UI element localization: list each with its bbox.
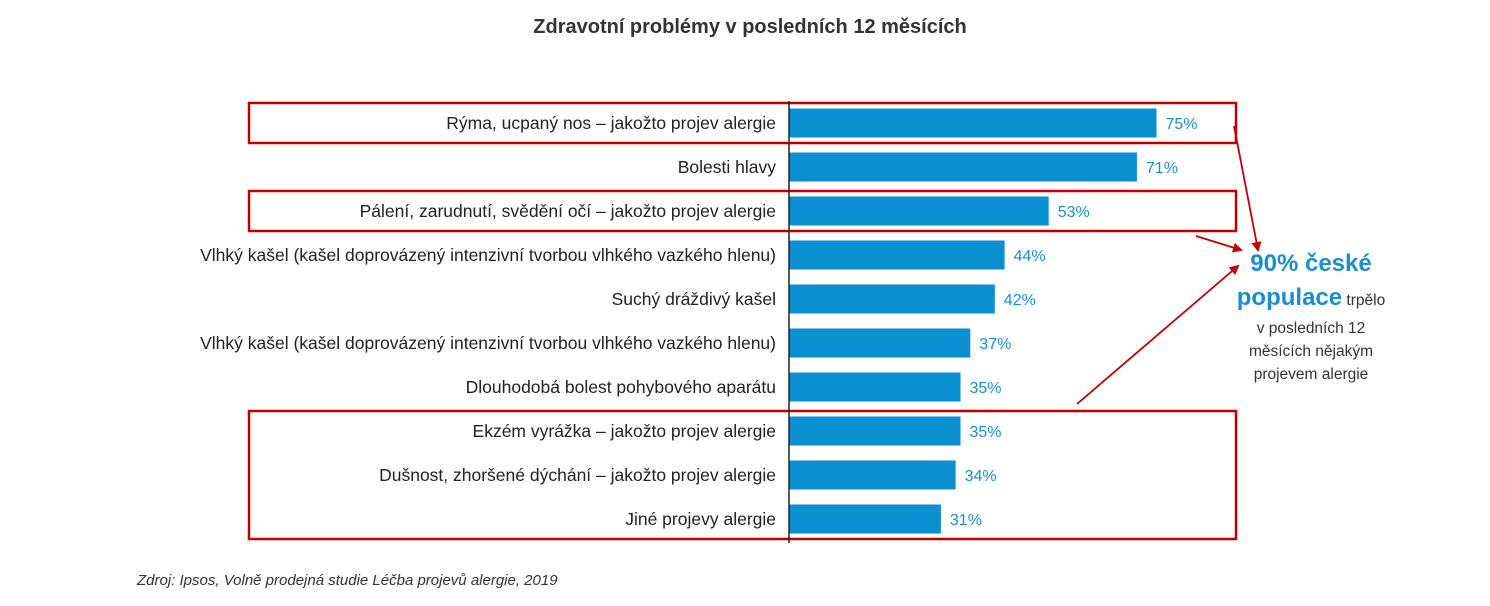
highlight-box-3 <box>247 409 1238 541</box>
value-label-2: 71% <box>1146 160 1178 177</box>
bars-layer <box>789 108 1157 534</box>
category-label-2: Bolesti hlavy <box>678 157 776 177</box>
value-label-7: 35% <box>970 380 1002 397</box>
category-label-8: Ekzém vyrážka – jakožto projev alergie <box>473 421 776 441</box>
category-label-6: Vlhký kašel (kašel doprovázený intenzivn… <box>200 333 776 353</box>
callout-line3: v posledních 12 <box>1257 320 1366 337</box>
category-labels: Rýma, ucpaný nos – jakožto projev alergi… <box>200 113 776 529</box>
value-label-4: 44% <box>1014 248 1046 265</box>
category-label-3: Pálení, zarudnutí, svědění očí – jakožto… <box>360 201 776 221</box>
callout-line2-big: populace <box>1237 284 1342 311</box>
category-label-7: Dlouhodobá bolest pohybového aparátu <box>466 377 776 397</box>
category-label-10: Jiné projevy alergie <box>625 509 776 529</box>
value-labels: 75% 71% 53% 44% 42% 37% 35% 35% 34% 31% <box>950 116 1198 529</box>
bar-7 <box>789 372 961 402</box>
bar-5 <box>789 284 995 314</box>
category-label-9: Dušnost, zhoršené dýchání – jakožto proj… <box>379 465 776 485</box>
callout: 90% české populace trpělo v posledních 1… <box>1237 250 1385 383</box>
value-label-6: 37% <box>979 336 1011 353</box>
chart-title: Zdravotní problémy v posledních 12 měsíc… <box>533 16 966 38</box>
value-label-3: 53% <box>1058 204 1090 221</box>
callout-line2-rest: trpělo <box>1342 292 1385 309</box>
value-label-8: 35% <box>970 424 1002 441</box>
highlight-box-2 <box>247 189 1238 233</box>
category-label-5: Suchý dráždivý kašel <box>612 289 776 309</box>
callout-line2: populace trpělo <box>1237 284 1385 311</box>
category-label-4: Vlhký kašel (kašel doprovázený intenzivn… <box>200 245 776 265</box>
bar-4 <box>789 240 1005 270</box>
callout-line1: 90% české <box>1250 250 1371 277</box>
value-label-1: 75% <box>1166 116 1198 133</box>
bar-2 <box>789 152 1137 182</box>
value-label-10: 31% <box>950 512 982 529</box>
callout-line5: projevem alergie <box>1254 366 1369 383</box>
highlight-layer <box>247 101 1238 541</box>
highlight-box-1 <box>247 101 1238 145</box>
bar-8 <box>789 416 961 446</box>
callout-arrow-3 <box>1076 264 1240 405</box>
bar-3 <box>789 196 1049 226</box>
callout-arrow-1 <box>1233 125 1262 252</box>
category-label-1: Rýma, ucpaný nos – jakožto projev alergi… <box>446 113 776 133</box>
source-note: Zdroj: Ipsos, Volně prodejná studie Léčb… <box>136 572 558 589</box>
callout-arrows <box>1076 125 1262 405</box>
value-label-5: 42% <box>1004 292 1036 309</box>
bar-10 <box>789 504 941 534</box>
bar-1 <box>789 108 1157 138</box>
callout-line4: měsících nějakým <box>1249 343 1373 360</box>
bar-9 <box>789 460 956 490</box>
value-label-9: 34% <box>965 468 997 485</box>
bar-6 <box>789 328 971 358</box>
callout-arrow-2 <box>1195 235 1243 253</box>
